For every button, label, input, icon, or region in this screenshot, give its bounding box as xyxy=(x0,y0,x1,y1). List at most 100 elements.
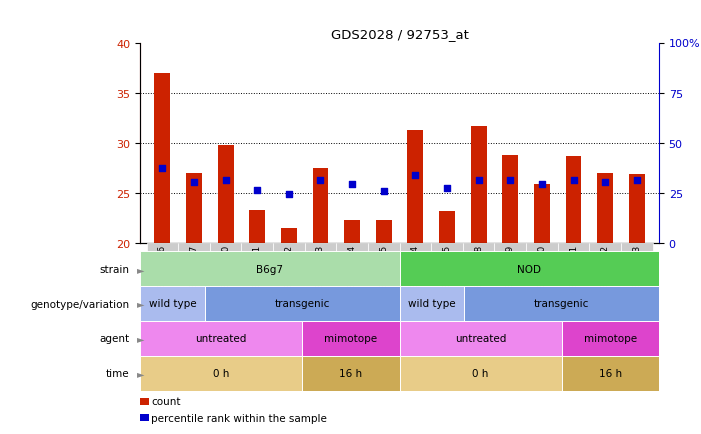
Bar xyxy=(313,168,328,243)
Point xyxy=(599,179,611,186)
Text: GSM38512: GSM38512 xyxy=(601,245,610,294)
Bar xyxy=(302,321,400,356)
Bar xyxy=(368,243,400,295)
Bar xyxy=(140,286,205,321)
Point xyxy=(410,172,421,179)
Bar xyxy=(250,210,265,243)
Text: 0 h: 0 h xyxy=(472,368,489,378)
Text: 16 h: 16 h xyxy=(599,368,622,378)
Bar xyxy=(463,243,494,295)
Bar xyxy=(562,356,659,391)
Bar xyxy=(464,286,659,321)
Text: GSM38515: GSM38515 xyxy=(442,245,451,294)
Bar xyxy=(629,174,645,243)
Text: percentile rank within the sample: percentile rank within the sample xyxy=(151,413,327,423)
Text: ►: ► xyxy=(137,368,144,378)
Bar xyxy=(526,243,558,295)
Point xyxy=(536,181,547,187)
Bar xyxy=(178,243,210,295)
Bar xyxy=(407,130,423,243)
Text: agent: agent xyxy=(100,334,130,343)
Text: ►: ► xyxy=(137,334,144,343)
Bar xyxy=(140,321,302,356)
Bar xyxy=(336,243,368,295)
Text: GSM38507: GSM38507 xyxy=(189,245,198,294)
Text: mimotope: mimotope xyxy=(325,334,378,343)
Point xyxy=(568,177,579,184)
Bar xyxy=(154,73,170,243)
Bar xyxy=(590,243,621,295)
Bar xyxy=(597,173,613,243)
Point xyxy=(473,177,484,184)
Bar xyxy=(344,220,360,243)
Text: GSM38509: GSM38509 xyxy=(506,245,515,294)
Bar xyxy=(218,145,233,243)
Bar xyxy=(140,356,302,391)
Point xyxy=(189,179,200,186)
Text: GSM38513: GSM38513 xyxy=(632,245,641,294)
Text: GSM38505: GSM38505 xyxy=(379,245,388,294)
Text: mimotope: mimotope xyxy=(584,334,637,343)
Bar xyxy=(621,243,653,295)
Bar xyxy=(186,173,202,243)
Point xyxy=(505,177,516,184)
Text: wild type: wild type xyxy=(149,299,196,309)
Text: 0 h: 0 h xyxy=(213,368,229,378)
Point xyxy=(442,185,453,192)
Text: GSM38508: GSM38508 xyxy=(474,245,483,294)
Text: transgenic: transgenic xyxy=(534,299,590,309)
Point xyxy=(157,164,168,171)
Bar xyxy=(566,156,581,243)
Text: NOD: NOD xyxy=(517,264,541,274)
Text: ►: ► xyxy=(137,264,144,274)
Point xyxy=(631,177,642,184)
Bar xyxy=(494,243,526,295)
Text: transgenic: transgenic xyxy=(275,299,330,309)
Point xyxy=(315,177,326,184)
Text: wild type: wild type xyxy=(408,299,456,309)
Text: time: time xyxy=(106,368,130,378)
Text: GSM38503: GSM38503 xyxy=(316,245,325,294)
Text: GSM38510: GSM38510 xyxy=(538,245,546,294)
Bar xyxy=(400,356,562,391)
Point xyxy=(220,177,231,184)
Bar xyxy=(281,228,297,243)
Bar xyxy=(147,243,178,295)
Bar xyxy=(305,243,336,295)
Text: genotype/variation: genotype/variation xyxy=(31,299,130,309)
Bar xyxy=(302,356,400,391)
Text: untreated: untreated xyxy=(455,334,506,343)
Text: strain: strain xyxy=(100,264,130,274)
Text: B6g7: B6g7 xyxy=(257,264,283,274)
Text: GSM38500: GSM38500 xyxy=(221,245,230,294)
Bar xyxy=(210,243,241,295)
Point xyxy=(378,187,389,194)
Bar xyxy=(562,321,659,356)
Bar xyxy=(400,286,464,321)
Point xyxy=(346,181,358,187)
Text: count: count xyxy=(151,397,181,406)
Bar xyxy=(400,252,659,286)
Bar xyxy=(205,286,400,321)
Bar xyxy=(534,184,550,243)
Bar xyxy=(558,243,590,295)
Point xyxy=(252,187,263,194)
Point xyxy=(283,191,294,197)
Title: GDS2028 / 92753_at: GDS2028 / 92753_at xyxy=(331,28,468,41)
Bar xyxy=(241,243,273,295)
Text: GSM38501: GSM38501 xyxy=(253,245,261,294)
Text: GSM38511: GSM38511 xyxy=(569,245,578,294)
Bar xyxy=(140,252,400,286)
Text: GSM38506: GSM38506 xyxy=(158,245,167,294)
Text: GSM38502: GSM38502 xyxy=(285,245,293,294)
Bar xyxy=(273,243,305,295)
Text: 16 h: 16 h xyxy=(339,368,362,378)
Bar xyxy=(471,126,486,243)
Bar xyxy=(431,243,463,295)
Text: ►: ► xyxy=(137,299,144,309)
Bar xyxy=(439,211,455,243)
Bar xyxy=(400,243,431,295)
Text: untreated: untreated xyxy=(196,334,247,343)
Bar xyxy=(503,155,518,243)
Text: GSM38504: GSM38504 xyxy=(348,245,357,294)
